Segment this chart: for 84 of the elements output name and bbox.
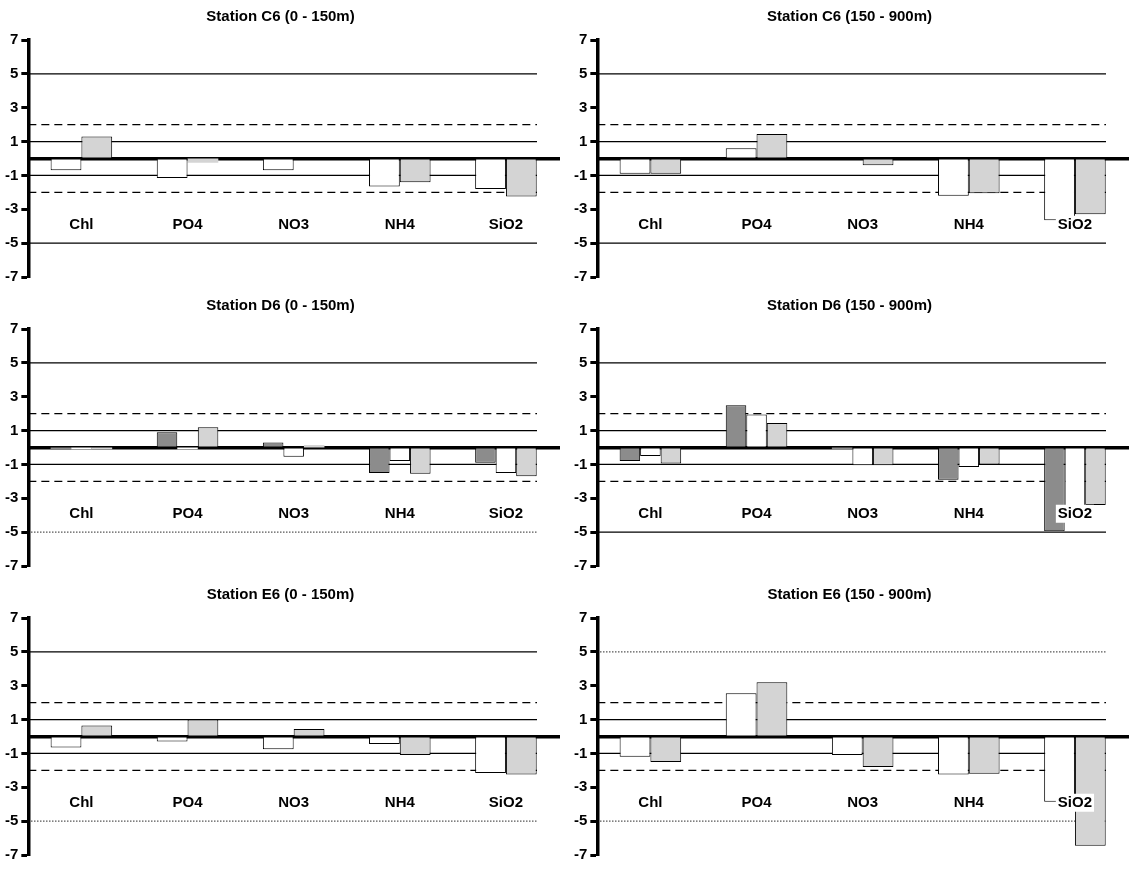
y-tick-label: -7 <box>573 845 588 863</box>
x-tick-label: PO4 <box>741 215 773 232</box>
y-tick-label: 1 <box>9 420 19 438</box>
y-tick-label: -7 <box>573 556 588 574</box>
x-tick-label: NO3 <box>278 504 310 521</box>
chart-title: Station D6 (0 - 150m) <box>206 296 355 314</box>
y-tick-label: 7 <box>9 319 19 337</box>
x-tick-label: NO3 <box>278 215 310 232</box>
y-tick-label: -5 <box>4 233 19 251</box>
y-tick-label: -1 <box>4 165 19 183</box>
y-tick-label: 7 <box>578 608 588 626</box>
y-tick-label: -1 <box>573 165 588 183</box>
y-tick-label: 5 <box>9 353 19 370</box>
y-tick-label: 5 <box>578 64 588 81</box>
y-tick-label: -3 <box>573 488 588 506</box>
x-tick-label: PO4 <box>172 793 204 810</box>
y-tick-label: -1 <box>4 454 19 472</box>
x-tick-label: Chl <box>638 215 663 232</box>
x-tick-label: NO3 <box>847 215 879 232</box>
y-tick-label: -1 <box>573 743 588 761</box>
x-tick-label: SiO2 <box>488 215 524 232</box>
y-tick-label: -5 <box>4 522 19 540</box>
y-tick-label: 3 <box>578 386 588 404</box>
y-tick-label: 3 <box>578 97 588 115</box>
x-tick-label: NO3 <box>278 793 310 810</box>
x-tick-label: NH4 <box>384 504 416 521</box>
y-tick-label: -3 <box>4 488 19 506</box>
y-tick-label: 7 <box>578 319 588 337</box>
y-tick-label: -3 <box>573 777 588 795</box>
y-tick-label: -5 <box>573 522 588 540</box>
y-tick-label: -5 <box>573 811 588 829</box>
x-tick-label: SiO2 <box>1057 215 1093 232</box>
y-tick-label: 5 <box>578 642 588 659</box>
y-tick-label: -1 <box>573 454 588 472</box>
y-tick-label: -3 <box>573 199 588 217</box>
y-tick-label: 5 <box>9 64 19 81</box>
x-tick-label: SiO2 <box>1057 793 1093 810</box>
x-tick-label: PO4 <box>741 793 773 810</box>
y-tick-label: -5 <box>573 233 588 251</box>
x-tick-label: PO4 <box>741 504 773 521</box>
x-tick-label: NO3 <box>847 504 879 521</box>
y-tick-label: 5 <box>578 353 588 370</box>
y-tick-label: 7 <box>578 30 588 48</box>
x-tick-label: PO4 <box>172 504 204 521</box>
y-tick-label: 1 <box>578 709 588 727</box>
x-tick-label: NH4 <box>953 793 985 810</box>
y-tick-label: -3 <box>4 777 19 795</box>
y-tick-label: 3 <box>578 675 588 693</box>
x-tick-label: NH4 <box>953 215 985 232</box>
chart-title: Station C6 (150 - 900m) <box>766 7 933 25</box>
y-tick-label: -7 <box>4 556 19 574</box>
y-tick-label: 1 <box>578 420 588 438</box>
y-tick-label: 7 <box>9 608 19 626</box>
y-tick-label: 1 <box>9 131 19 149</box>
x-tick-label: NH4 <box>384 215 416 232</box>
x-tick-label: Chl <box>69 504 94 521</box>
y-tick-label: -7 <box>4 845 19 863</box>
x-tick-label: PO4 <box>172 215 204 232</box>
x-tick-label: NO3 <box>847 793 879 810</box>
y-tick-label: 1 <box>578 131 588 149</box>
chart-title: Station E6 (0 - 150m) <box>206 585 355 603</box>
y-tick-label: -5 <box>4 811 19 829</box>
x-tick-label: Chl <box>69 793 94 810</box>
chart-title: Station C6 (0 - 150m) <box>206 7 355 25</box>
chart-title: Station E6 (150 - 900m) <box>767 585 932 603</box>
y-tick-label: -7 <box>573 267 588 285</box>
x-tick-label: Chl <box>69 215 94 232</box>
x-tick-label: SiO2 <box>488 504 524 521</box>
x-tick-label: Chl <box>638 793 663 810</box>
y-tick-label: 3 <box>9 675 19 693</box>
y-tick-label: -3 <box>4 199 19 217</box>
y-tick-label: 3 <box>9 386 19 404</box>
chart-title: Station D6 (150 - 900m) <box>766 296 933 314</box>
y-tick-label: 7 <box>9 30 19 48</box>
x-tick-label: Chl <box>638 504 663 521</box>
x-tick-label: NH4 <box>953 504 985 521</box>
y-tick-label: -7 <box>4 267 19 285</box>
y-tick-label: 5 <box>9 642 19 659</box>
x-tick-label: SiO2 <box>1057 504 1093 521</box>
x-tick-label: NH4 <box>384 793 416 810</box>
x-tick-label: SiO2 <box>488 793 524 810</box>
y-tick-label: 3 <box>9 97 19 115</box>
y-tick-label: -1 <box>4 743 19 761</box>
y-tick-label: 1 <box>9 709 19 727</box>
